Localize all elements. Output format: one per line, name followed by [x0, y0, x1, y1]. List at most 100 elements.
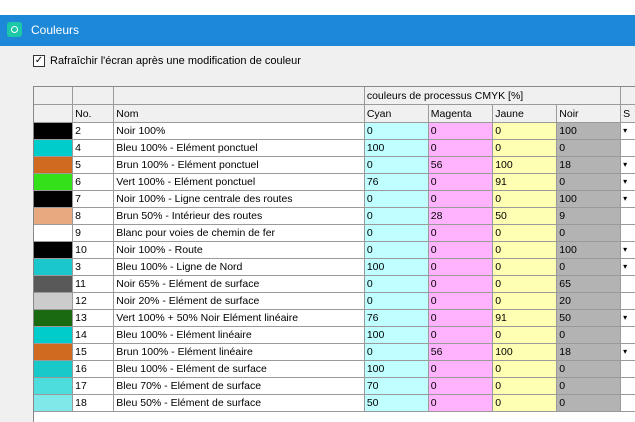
- cell-jaune[interactable]: 100: [492, 343, 558, 361]
- cell-dropdown[interactable]: ▾: [620, 309, 635, 327]
- color-swatch[interactable]: [34, 207, 74, 225]
- cell-jaune[interactable]: 0: [492, 275, 558, 293]
- cell-magenta[interactable]: 0: [428, 173, 494, 191]
- header-swatch[interactable]: [34, 104, 74, 123]
- cell-jaune[interactable]: 0: [492, 360, 558, 378]
- color-swatch[interactable]: [34, 139, 74, 157]
- cell-magenta[interactable]: 0: [428, 258, 494, 276]
- cell-cyan[interactable]: 100: [364, 326, 429, 344]
- cell-magenta[interactable]: 0: [428, 241, 494, 259]
- cell-magenta[interactable]: 56: [428, 156, 494, 174]
- cell-dropdown[interactable]: [620, 377, 635, 395]
- cell-name[interactable]: Bleu 100% - Ligne de Nord: [113, 258, 365, 276]
- cell-name[interactable]: Noir 100% - Route: [113, 241, 365, 259]
- cell-jaune[interactable]: 50: [492, 207, 558, 225]
- cell-cyan[interactable]: 0: [364, 190, 429, 208]
- cell-no[interactable]: 15: [72, 343, 115, 361]
- table-row[interactable]: 11 Noir 65% - Elément de surface 0 0 0 65: [34, 275, 635, 293]
- cell-dropdown[interactable]: [620, 275, 635, 293]
- cell-name[interactable]: Blanc pour voies de chemin de fer: [113, 224, 365, 242]
- cell-name[interactable]: Vert 100% + 50% Noir Elément linéaire: [113, 309, 365, 327]
- color-swatch[interactable]: [34, 292, 74, 310]
- cell-magenta[interactable]: 0: [428, 326, 494, 344]
- cell-name[interactable]: Bleu 100% - Elément linéaire: [113, 326, 365, 344]
- color-swatch[interactable]: [34, 343, 74, 361]
- table-row[interactable]: 16 Bleu 100% - Elément de surface 100 0 0 0: [34, 360, 635, 378]
- header-cyan[interactable]: Cyan: [364, 104, 429, 123]
- cell-no[interactable]: 5: [72, 156, 115, 174]
- cell-no[interactable]: 8: [72, 207, 115, 225]
- cell-dropdown[interactable]: ▾: [620, 258, 635, 276]
- color-swatch[interactable]: [34, 394, 74, 412]
- cell-jaune[interactable]: 0: [492, 190, 558, 208]
- cell-noir[interactable]: 50: [556, 309, 622, 327]
- cell-dropdown[interactable]: ▾: [620, 173, 635, 191]
- table-row[interactable]: 5 Brun 100% - Elément ponctuel 0 56 100 18 ▾: [34, 156, 635, 174]
- cell-name[interactable]: Bleu 100% - Elément de surface: [113, 360, 365, 378]
- cell-no[interactable]: 2: [72, 122, 115, 140]
- refresh-checkbox[interactable]: ✓: [33, 55, 45, 67]
- table-row[interactable]: 17 Bleu 70% - Elément de surface 70 0 0 0: [34, 377, 635, 395]
- cell-noir[interactable]: 20: [556, 292, 622, 310]
- cell-magenta[interactable]: 0: [428, 377, 494, 395]
- cell-dropdown[interactable]: [620, 207, 635, 225]
- table-row[interactable]: 4 Bleu 100% - Elément ponctuel 100 0 0 0: [34, 139, 635, 157]
- cell-magenta[interactable]: 0: [428, 190, 494, 208]
- table-row[interactable]: 10 Noir 100% - Route 0 0 0 100 ▾: [34, 241, 635, 259]
- color-swatch[interactable]: [34, 275, 74, 293]
- cell-jaune[interactable]: 0: [492, 377, 558, 395]
- cell-name[interactable]: Brun 100% - Elément ponctuel: [113, 156, 365, 174]
- cell-no[interactable]: 3: [72, 258, 115, 276]
- color-swatch[interactable]: [34, 173, 74, 191]
- cell-name[interactable]: Brun 100% - Elément linéaire: [113, 343, 365, 361]
- header-no[interactable]: No.: [72, 104, 115, 123]
- cell-noir[interactable]: 9: [556, 207, 622, 225]
- cell-magenta[interactable]: 0: [428, 309, 494, 327]
- cell-jaune[interactable]: 0: [492, 258, 558, 276]
- cell-jaune[interactable]: 100: [492, 156, 558, 174]
- cell-name[interactable]: Noir 100%: [113, 122, 365, 140]
- cell-cyan[interactable]: 0: [364, 343, 429, 361]
- color-swatch[interactable]: [34, 309, 74, 327]
- color-swatch[interactable]: [34, 326, 74, 344]
- cell-name[interactable]: Bleu 70% - Elément de surface: [113, 377, 365, 395]
- cell-magenta[interactable]: 0: [428, 139, 494, 157]
- cell-jaune[interactable]: 91: [492, 173, 558, 191]
- cell-noir[interactable]: 0: [556, 173, 622, 191]
- cell-dropdown[interactable]: [620, 360, 635, 378]
- color-swatch[interactable]: [34, 156, 74, 174]
- cell-noir[interactable]: 18: [556, 156, 622, 174]
- cell-noir[interactable]: 100: [556, 190, 622, 208]
- cell-magenta[interactable]: 28: [428, 207, 494, 225]
- table-row[interactable]: 13 Vert 100% + 50% Noir Elément linéaire 7…: [34, 309, 635, 327]
- cell-magenta[interactable]: 0: [428, 275, 494, 293]
- cell-no[interactable]: 9: [72, 224, 115, 242]
- cell-no[interactable]: 6: [72, 173, 115, 191]
- cell-cyan[interactable]: 0: [364, 275, 429, 293]
- cell-noir[interactable]: 0: [556, 258, 622, 276]
- cell-magenta[interactable]: 56: [428, 343, 494, 361]
- cell-no[interactable]: 7: [72, 190, 115, 208]
- header-noir[interactable]: Noir: [556, 104, 622, 123]
- table-row[interactable]: 9 Blanc pour voies de chemin de fer 0 0 0 0: [34, 224, 635, 242]
- cell-jaune[interactable]: 0: [492, 139, 558, 157]
- cell-noir[interactable]: 0: [556, 326, 622, 344]
- cell-noir[interactable]: 0: [556, 139, 622, 157]
- cell-jaune[interactable]: 0: [492, 292, 558, 310]
- cell-no[interactable]: 13: [72, 309, 115, 327]
- cell-jaune[interactable]: 0: [492, 122, 558, 140]
- cell-noir[interactable]: 18: [556, 343, 622, 361]
- cell-dropdown[interactable]: ▾: [620, 190, 635, 208]
- cell-noir[interactable]: 100: [556, 241, 622, 259]
- color-swatch[interactable]: [34, 224, 74, 242]
- cell-magenta[interactable]: 0: [428, 122, 494, 140]
- cell-jaune[interactable]: 0: [492, 241, 558, 259]
- cell-dropdown[interactable]: ▾: [620, 343, 635, 361]
- cell-name[interactable]: Noir 100% - Ligne centrale des routes: [113, 190, 365, 208]
- color-swatch[interactable]: [34, 258, 74, 276]
- table-row[interactable]: 15 Brun 100% - Elément linéaire 0 56 100 18 ▾: [34, 343, 635, 361]
- cell-name[interactable]: Bleu 100% - Elément ponctuel: [113, 139, 365, 157]
- color-swatch[interactable]: [34, 241, 74, 259]
- cell-noir[interactable]: 100: [556, 122, 622, 140]
- header-s[interactable]: S: [620, 104, 635, 123]
